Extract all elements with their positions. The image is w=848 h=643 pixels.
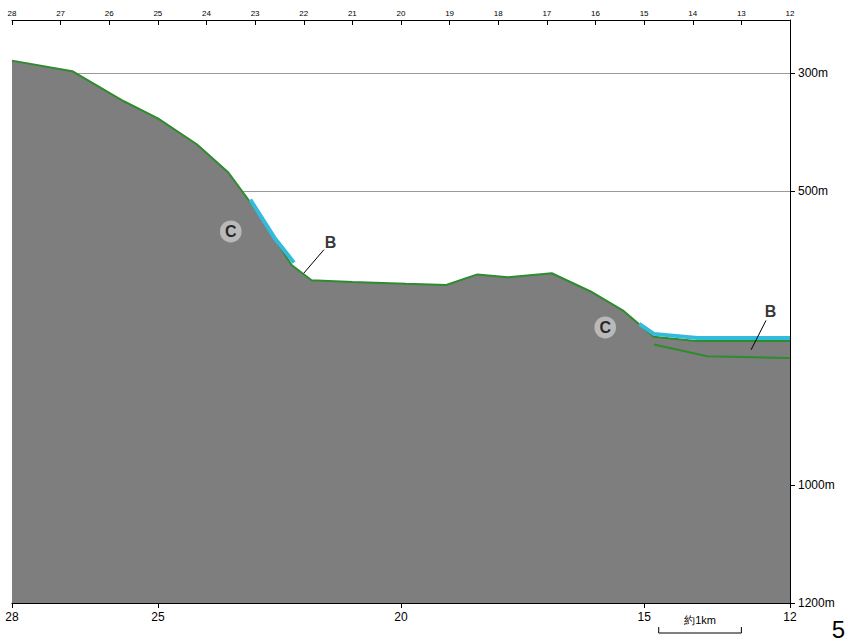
svg-text:22: 22 (299, 9, 308, 18)
svg-text:C: C (225, 223, 237, 240)
svg-text:300m: 300m (798, 66, 828, 80)
svg-text:20: 20 (394, 610, 408, 624)
svg-text:500m: 500m (798, 184, 828, 198)
svg-text:21: 21 (348, 9, 357, 18)
svg-text:1200m: 1200m (798, 596, 835, 610)
svg-text:15: 15 (637, 610, 651, 624)
svg-text:25: 25 (151, 610, 165, 624)
svg-text:28: 28 (5, 610, 19, 624)
svg-text:20: 20 (397, 9, 406, 18)
svg-text:5: 5 (832, 616, 845, 643)
svg-text:19: 19 (445, 9, 454, 18)
svg-text:約1km: 約1km (684, 614, 716, 626)
svg-text:18: 18 (494, 9, 503, 18)
svg-text:12: 12 (783, 610, 797, 624)
svg-text:27: 27 (56, 9, 65, 18)
svg-text:1000m: 1000m (798, 478, 835, 492)
svg-text:17: 17 (542, 9, 551, 18)
svg-text:13: 13 (737, 9, 746, 18)
svg-text:24: 24 (202, 9, 211, 18)
svg-text:28: 28 (8, 9, 17, 18)
svg-text:25: 25 (153, 9, 162, 18)
svg-text:C: C (599, 319, 611, 336)
svg-text:12: 12 (786, 9, 795, 18)
svg-text:B: B (325, 234, 337, 251)
svg-text:26: 26 (105, 9, 114, 18)
svg-text:23: 23 (251, 9, 260, 18)
svg-text:14: 14 (688, 9, 697, 18)
svg-text:15: 15 (640, 9, 649, 18)
svg-text:16: 16 (591, 9, 600, 18)
svg-text:B: B (765, 303, 777, 320)
